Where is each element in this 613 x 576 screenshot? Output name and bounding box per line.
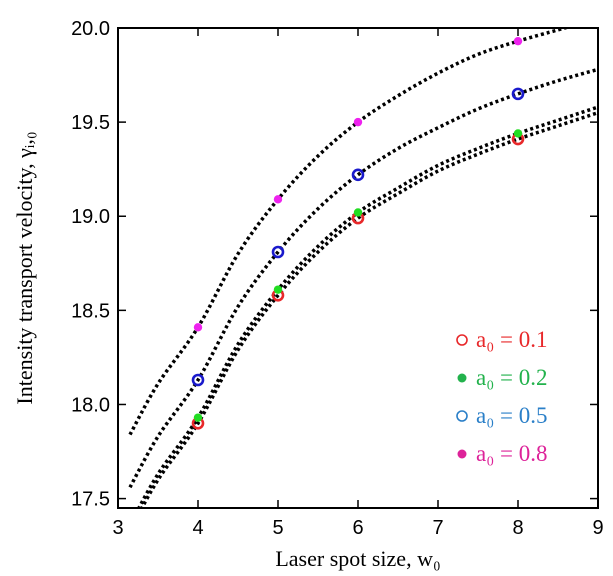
legend-label: a₀ = 0.5 bbox=[476, 403, 547, 428]
data-point bbox=[511, 87, 525, 101]
data-point bbox=[271, 245, 285, 259]
data-point bbox=[273, 195, 283, 204]
x-tick-label: 4 bbox=[192, 517, 203, 539]
y-tick-label: 19.5 bbox=[71, 112, 110, 134]
data-point bbox=[513, 129, 523, 138]
data-point bbox=[513, 36, 523, 46]
y-tick-label: 18.0 bbox=[71, 394, 110, 416]
y-tick-label: 18.5 bbox=[71, 300, 110, 322]
x-tick-label: 6 bbox=[352, 517, 363, 539]
data-point bbox=[273, 285, 283, 294]
data-point bbox=[193, 323, 203, 332]
legend-label: a₀ = 0.8 bbox=[476, 441, 547, 466]
legend-label: a₀ = 0.2 bbox=[476, 365, 547, 390]
data-point bbox=[191, 373, 205, 387]
plot-area bbox=[118, 28, 598, 508]
legend-marker bbox=[457, 449, 467, 459]
legend-marker bbox=[456, 334, 468, 346]
data-point bbox=[351, 168, 365, 182]
data-point bbox=[193, 413, 203, 422]
y-tick-label: 19.0 bbox=[71, 206, 110, 228]
y-axis-label: Intensity transport velocity, γᵢ,₀ bbox=[12, 131, 37, 404]
fit-curve bbox=[128, 67, 598, 489]
x-tick-label: 7 bbox=[432, 517, 443, 539]
legend-marker bbox=[457, 373, 467, 383]
y-tick-label: 17.5 bbox=[71, 489, 110, 511]
x-axis: 3 4 5 6 7 8 9 bbox=[112, 28, 604, 539]
data-points bbox=[191, 36, 525, 430]
y-tick-label: 20.0 bbox=[71, 18, 110, 40]
data-point bbox=[353, 208, 363, 217]
x-tick-label: 8 bbox=[512, 517, 523, 539]
x-tick-label: 9 bbox=[592, 517, 603, 539]
x-axis-label: Laser spot size, w₀ bbox=[275, 546, 440, 571]
x-tick-label: 3 bbox=[112, 517, 123, 539]
y-axis: 17.5 18.0 18.5 19.0 19.5 20.0 bbox=[71, 18, 598, 511]
fit-curve bbox=[139, 111, 598, 508]
legend: a₀ = 0.1 a₀ = 0.2 a₀ = 0.5 a₀ = 0.8 bbox=[456, 327, 547, 466]
legend-label: a₀ = 0.1 bbox=[476, 327, 547, 352]
data-point bbox=[353, 117, 363, 127]
x-tick-label: 5 bbox=[272, 517, 283, 539]
legend-marker bbox=[456, 410, 468, 422]
